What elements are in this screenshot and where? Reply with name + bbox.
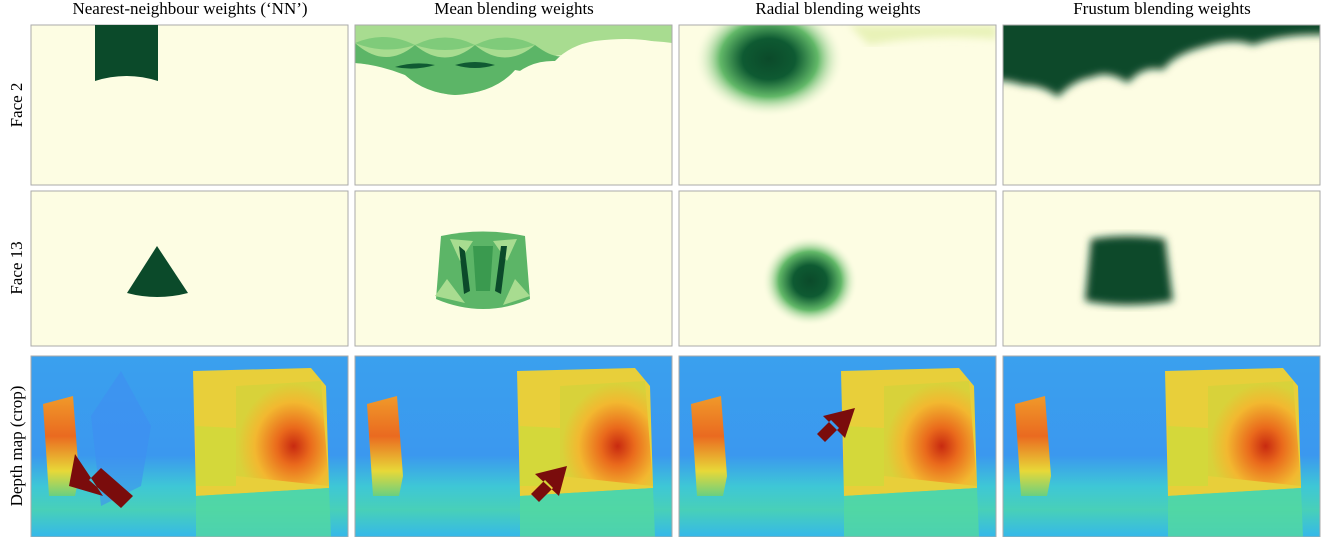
row-label: Face 13 [7, 241, 26, 294]
row-label: Face 2 [7, 83, 26, 128]
panel [30, 355, 349, 537]
panel [678, 190, 997, 347]
column-title: Mean blending weights [434, 0, 594, 18]
column-title: Frustum blending weights [1073, 0, 1251, 18]
panel [1002, 355, 1321, 537]
row-label: Depth map (crop) [7, 386, 26, 507]
panel [1002, 24, 1321, 186]
panel [30, 24, 349, 186]
panel [354, 355, 673, 537]
panel [1002, 190, 1321, 347]
panel [678, 24, 997, 186]
panel [354, 24, 673, 186]
panel [678, 355, 997, 537]
panel [354, 190, 673, 347]
column-title: Nearest-neighbour weights (‘NN’) [72, 0, 307, 18]
panel [30, 190, 349, 347]
column-title: Radial blending weights [755, 0, 920, 18]
